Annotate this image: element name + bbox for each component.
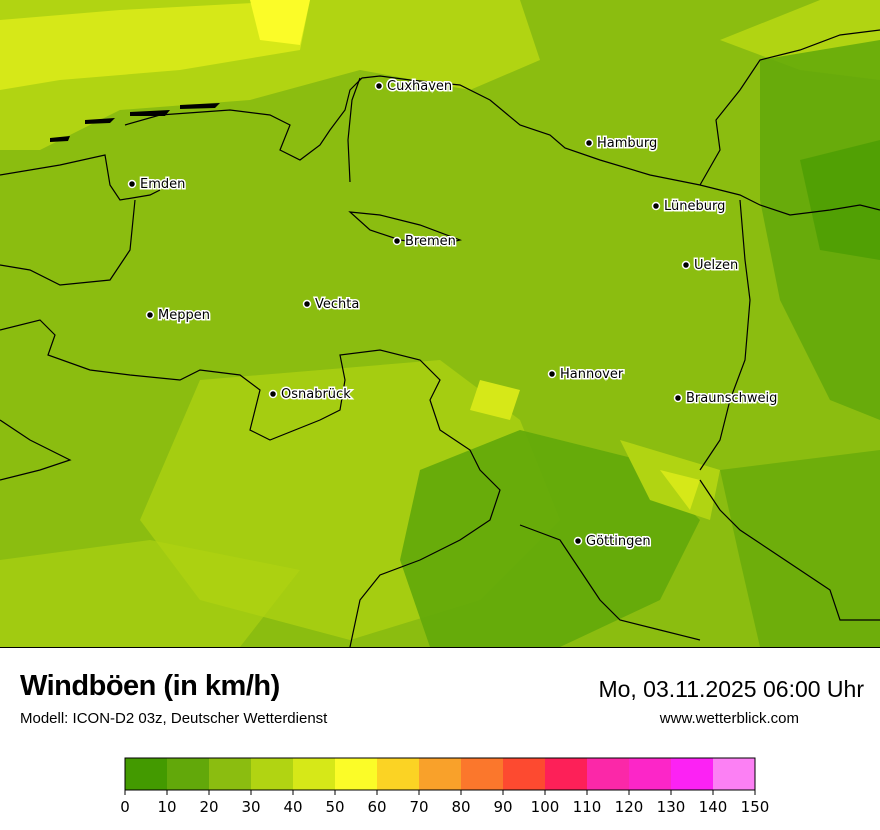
legend-color-box (209, 758, 251, 790)
city-marker: Uelzen (681, 257, 740, 275)
city-label: Osnabrück (281, 387, 351, 402)
city-marker: Emden (127, 176, 187, 194)
legend-color-box (419, 758, 461, 790)
legend-tick-label: 90 (493, 798, 512, 816)
city-marker: Bremen (392, 233, 457, 251)
legend-tick-label: 100 (531, 798, 560, 816)
legend-tick-label: 60 (367, 798, 386, 816)
city-label: Braunschweig (686, 391, 777, 406)
city-label: Hamburg (597, 136, 657, 151)
city-label: Cuxhaven (387, 79, 452, 94)
legend-color-box (587, 758, 629, 790)
city-dot (374, 81, 384, 91)
city-marker: Meppen (145, 307, 211, 325)
legend-color-box (671, 758, 713, 790)
city-dot (547, 369, 557, 379)
legend-tick-label: 140 (699, 798, 728, 816)
legend-tick-label: 20 (199, 798, 218, 816)
city-dot (573, 536, 583, 546)
city-dot (584, 138, 594, 148)
legend-color-box (545, 758, 587, 790)
legend-tick-label: 70 (409, 798, 428, 816)
city-marker: Hannover (547, 366, 625, 384)
city-dot (673, 393, 683, 403)
city-marker: Göttingen (573, 533, 652, 551)
legend-color-box (503, 758, 545, 790)
model-source: Modell: ICON-D2 03z, Deutscher Wetterdie… (20, 710, 328, 727)
legend-tick-label: 40 (283, 798, 302, 816)
legend-color-box (251, 758, 293, 790)
city-label: Vechta (315, 297, 359, 312)
website-link[interactable]: www.wetterblick.com (659, 710, 799, 727)
legend-tick-label: 30 (241, 798, 260, 816)
city-label: Uelzen (694, 258, 738, 273)
city-marker: Lüneburg (651, 198, 727, 216)
legend-frame (124, 757, 756, 791)
city-dot (302, 299, 312, 309)
legend-tick-label: 10 (157, 798, 176, 816)
city-marker: Osnabrück (268, 386, 353, 404)
city-label: Bremen (405, 234, 456, 249)
city-label: Hannover (560, 367, 624, 382)
city-marker: Hamburg (584, 135, 659, 153)
city-label: Göttingen (586, 534, 651, 549)
wind-gust-map: Cuxhaven Hamburg Emden Lüneburg Bremen Uelzen… (0, 0, 880, 648)
legend-color-box (335, 758, 377, 790)
legend-tick-label: 110 (573, 798, 602, 816)
legend-tick-label: 150 (741, 798, 770, 816)
legend-tick-label: 50 (325, 798, 344, 816)
city-dot (145, 310, 155, 320)
map-title: Windböen (in km/h) (20, 670, 280, 702)
legend-color-box (125, 758, 167, 790)
legend-tick-label: 0 (120, 798, 130, 816)
city-marker: Vechta (302, 296, 361, 314)
legend-color-box (293, 758, 335, 790)
city-dot (268, 389, 278, 399)
city-marker: Braunschweig (673, 390, 779, 408)
city-label: Meppen (158, 308, 210, 323)
legend-color-box (461, 758, 503, 790)
legend-tick-label: 80 (451, 798, 470, 816)
legend-color-box (167, 758, 209, 790)
forecast-datetime: Mo, 03.11.2025 06:00 Uhr (598, 676, 864, 702)
city-label: Lüneburg (664, 199, 725, 214)
legend-color-box (377, 758, 419, 790)
legend-tick-label: 130 (657, 798, 686, 816)
city-marker: Cuxhaven (374, 78, 454, 96)
legend-tick-label: 120 (615, 798, 644, 816)
legend-color-box (713, 758, 755, 790)
city-label: Emden (140, 177, 185, 192)
city-dot (127, 179, 137, 189)
city-dot (681, 260, 691, 270)
color-legend: 0 10 20 30 40 50 60 70 80 90 100 110 120 130 140 150 (120, 757, 770, 816)
legend-color-box (629, 758, 671, 790)
city-dot (392, 236, 402, 246)
city-dot (651, 201, 661, 211)
